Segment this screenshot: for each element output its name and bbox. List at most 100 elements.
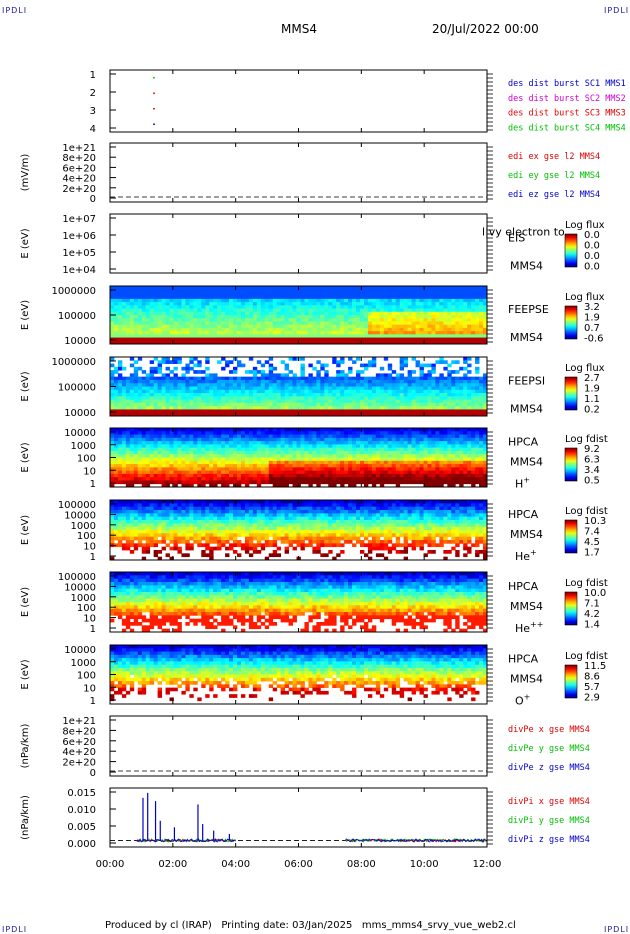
heatmap-cell [459, 473, 464, 478]
heatmap-cell [181, 302, 186, 306]
heatmap-cell [435, 289, 440, 293]
heatmap-cell [439, 409, 444, 414]
heatmap-cell [110, 302, 115, 306]
heatmap-cell [205, 447, 210, 452]
heatmap-cell [419, 305, 424, 309]
heatmap-cell [244, 412, 250, 417]
heatmap-cell [467, 327, 472, 332]
heatmap-cell [157, 450, 162, 455]
heatmap-cell [407, 331, 412, 335]
heatmap-cell [443, 327, 448, 332]
heatmap-cell [201, 428, 206, 432]
heatmap-cell [240, 457, 246, 462]
heatmap-cell [185, 386, 190, 391]
heatmap-cell [193, 457, 198, 462]
heatmap-cell [471, 441, 476, 445]
heatmap-cell [197, 412, 202, 417]
heatmap-cell [141, 321, 147, 326]
heatmap-cell [320, 447, 325, 452]
heatmap-cell [352, 412, 357, 417]
heatmap-cell [459, 286, 464, 290]
heatmap-cell [244, 441, 250, 445]
heatmap-cell [356, 308, 361, 313]
heatmap-cell [252, 428, 258, 432]
heatmap-cell [375, 396, 381, 401]
heatmap-cell [391, 450, 397, 455]
heatmap-cell [471, 409, 476, 414]
heatmap-cell [316, 383, 321, 387]
heatmap-cell [403, 464, 409, 468]
heatmap-cell [391, 447, 397, 452]
heatmap-cell [363, 292, 369, 297]
heatmap-cell [391, 298, 397, 303]
heatmap-cell [399, 457, 405, 462]
heatmap-cell [387, 376, 393, 381]
heatmap-cell [360, 470, 365, 475]
heatmap-cell [217, 467, 222, 472]
heatmap-cell [363, 437, 369, 442]
heatmap-cell [244, 477, 250, 481]
heatmap-cell [439, 437, 444, 442]
heatmap-cell [324, 298, 329, 303]
heatmap-cell [137, 450, 143, 455]
heatmap-cell [296, 454, 301, 458]
heatmap-cell [431, 334, 436, 338]
heatmap-cell [145, 383, 151, 387]
heatmap-cell [244, 470, 250, 475]
heatmap-cell [129, 373, 135, 378]
heatmap-cell [407, 434, 412, 439]
heatmap-cell [260, 308, 266, 313]
heatmap-cell [229, 428, 234, 432]
heatmap-cell [304, 444, 309, 449]
heatmap-cell [110, 473, 115, 478]
heatmap-cell [225, 386, 230, 391]
heatmap-cell [280, 477, 286, 481]
heatmap-cell [399, 434, 405, 439]
heatmap-cell [467, 286, 472, 290]
heatmap-cell [233, 441, 238, 445]
heatmap-cell [260, 431, 266, 435]
heatmap-cell [177, 447, 182, 452]
heatmap-cell [149, 305, 155, 309]
heatmap-cell [451, 437, 456, 442]
heatmap-cell [320, 396, 325, 401]
heatmap-cell [272, 311, 278, 316]
heatmap-cell [284, 318, 289, 322]
heatmap-cell [244, 311, 250, 316]
heatmap-cell [324, 308, 329, 313]
heatmap-cell [145, 308, 151, 313]
heatmap-cell [340, 460, 345, 465]
heatmap-cell [189, 467, 194, 472]
heatmap-cell [240, 441, 246, 445]
panel-eis-ylabel: E (eV) [20, 228, 31, 258]
heatmap-cell [244, 437, 250, 442]
heatmap-cell [471, 431, 476, 435]
heatmap-cell [236, 437, 242, 442]
heatmap-cell [300, 386, 305, 391]
heatmap-cell [117, 434, 123, 439]
heatmap-cell [129, 324, 135, 329]
heatmap-cell [336, 386, 341, 391]
heatmap-cell [185, 311, 190, 316]
heatmap-cell [352, 483, 357, 488]
heatmap-cell [213, 460, 218, 465]
heatmap-cell [328, 315, 333, 319]
heatmap-cell [260, 298, 266, 303]
heatmap-cell [371, 318, 377, 322]
heatmap-cell [173, 434, 178, 439]
heatmap-cell [173, 450, 178, 455]
heatmap-cell [233, 311, 238, 316]
heatmap-cell [375, 334, 381, 338]
heatmap-cell [165, 483, 170, 488]
heatmap-cell [121, 321, 127, 326]
heatmap-cell [149, 308, 155, 313]
heatmap-cell [308, 460, 313, 465]
heatmap-cell [387, 315, 393, 319]
heatmap-cell [391, 292, 397, 297]
heatmap-cell [217, 337, 222, 342]
heatmap-cell [427, 327, 432, 332]
heatmap-cell [300, 460, 305, 465]
heatmap-cell [363, 308, 369, 313]
heatmap-cell [340, 441, 345, 445]
heatmap-cell [117, 286, 123, 290]
